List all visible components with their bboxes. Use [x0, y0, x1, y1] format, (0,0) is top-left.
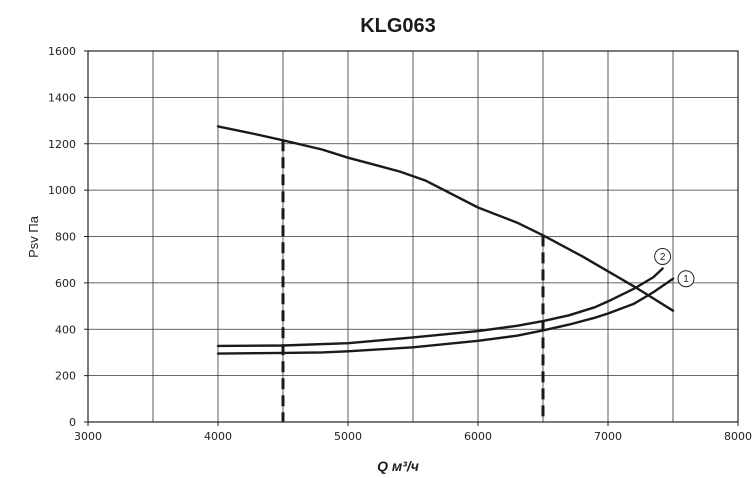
x-axis-label: Q м³/ч: [377, 458, 419, 474]
curve-marker-circle: [654, 247, 672, 265]
x-tick-label: 4000: [204, 430, 232, 443]
y-tick-label: 800: [55, 231, 76, 244]
y-tick-label: 0: [69, 416, 76, 429]
curve-labels: 12: [654, 247, 695, 288]
y-tick-label: 400: [55, 323, 76, 336]
x-axis-ticks: 3000 4000 5000 6000 7000 8000: [74, 422, 752, 443]
grid: [88, 51, 738, 422]
series-lines: [216, 125, 675, 355]
curve-marker-circle: [677, 270, 695, 288]
x-tick-label: 7000: [594, 430, 622, 443]
y-tick-label: 1200: [48, 138, 76, 151]
y-tick-label: 600: [55, 277, 76, 290]
y-tick-label: 1600: [48, 45, 76, 58]
y-tick-label: 1400: [48, 91, 76, 104]
y-axis-label: Psv Па: [26, 215, 41, 258]
chart-title: KLG063: [360, 15, 436, 37]
operating-point-markers: [281, 140, 545, 422]
x-tick-label: 8000: [724, 430, 752, 443]
x-tick-label: 3000: [74, 430, 102, 443]
series-line-fan-curve: [216, 125, 675, 312]
x-tick-label: 6000: [464, 430, 492, 443]
series-line-system-curve-2: [216, 267, 664, 348]
y-axis-ticks: 0 200 400 600 800 1000 1200 1400 1600: [48, 45, 88, 429]
y-tick-label: 1000: [48, 184, 76, 197]
curve-marker-label: 2: [660, 252, 666, 263]
curve-marker-label: 1: [683, 274, 689, 285]
series-line-system-curve-1: [216, 277, 675, 355]
y-tick-label: 200: [55, 370, 76, 383]
x-tick-label: 5000: [334, 430, 362, 443]
